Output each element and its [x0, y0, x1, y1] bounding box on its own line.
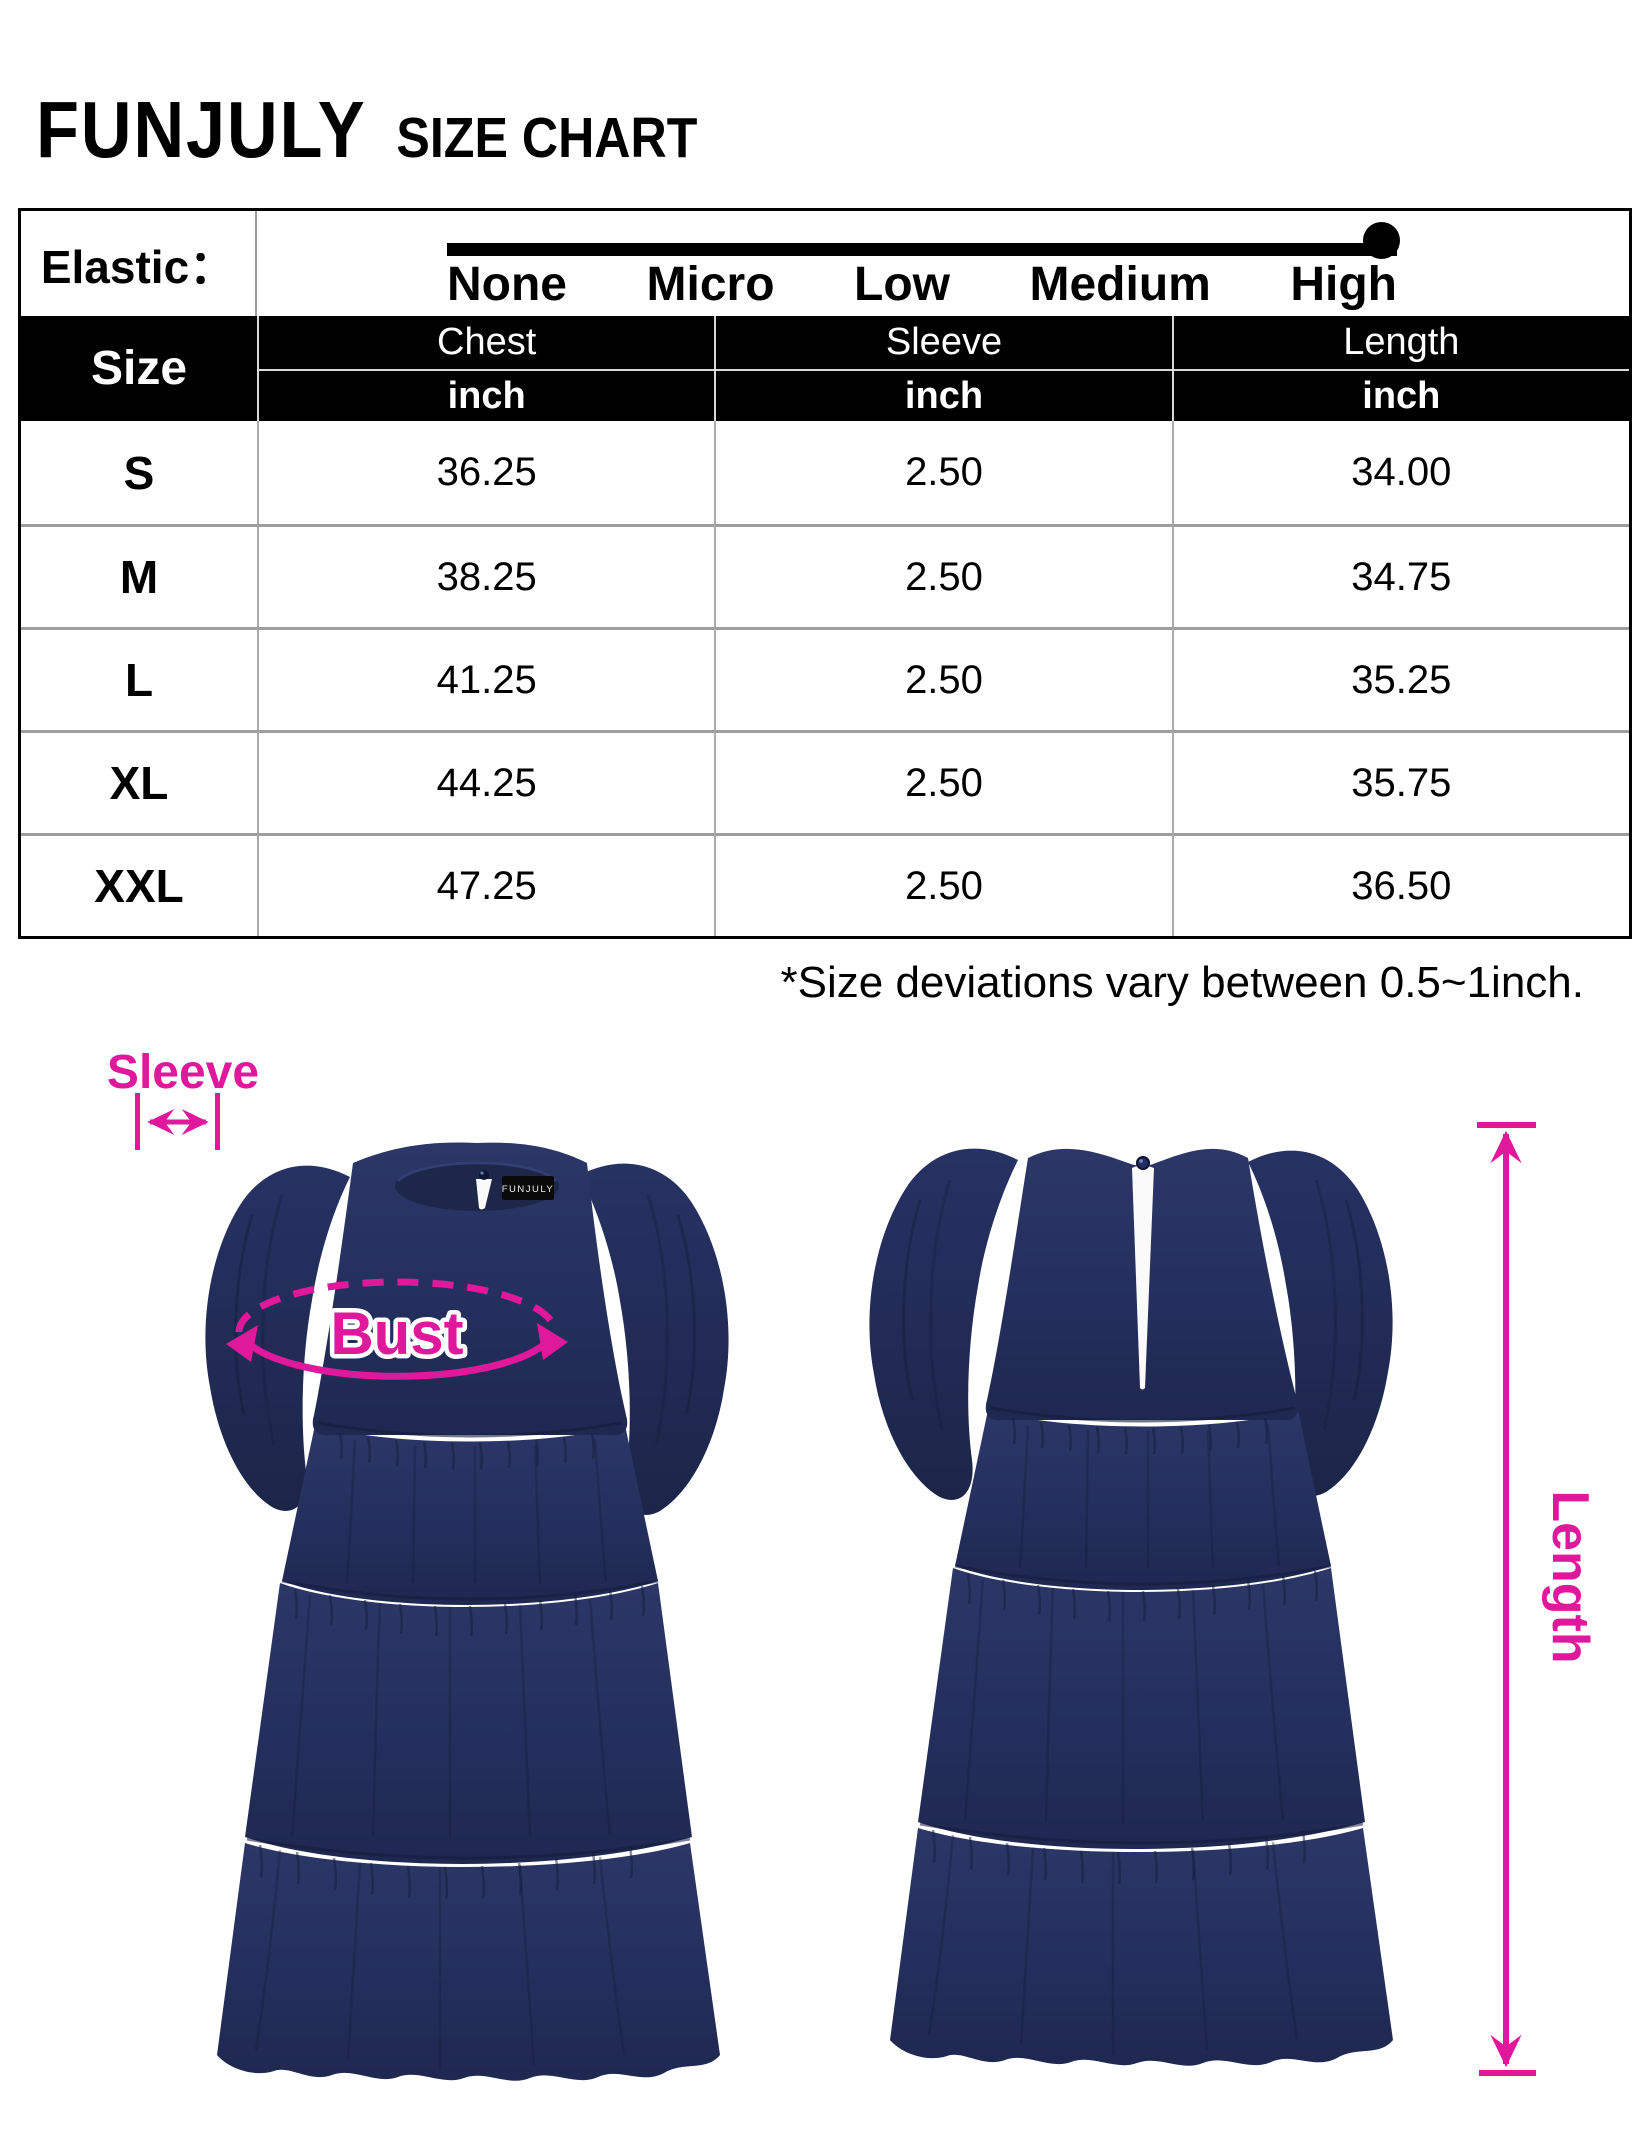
brand-name: FUNJULY — [36, 85, 367, 174]
bust-arrow-right — [537, 1323, 568, 1360]
unit-length: inch — [1171, 369, 1629, 421]
back-keyhole-slit — [1132, 1165, 1154, 1390]
table-row-size: M — [21, 524, 257, 627]
elastic-level-micro: Micro — [646, 258, 775, 311]
elastic-scale-dot-high — [1363, 222, 1400, 259]
table-row-size: L — [21, 627, 257, 730]
unit-chest: inch — [257, 369, 715, 421]
bust-ellipse-solid — [239, 1334, 555, 1380]
table-row-size: S — [123, 446, 155, 499]
elastic-label: Elastic： — [21, 211, 257, 316]
brand-tag-label: FUNJULY — [502, 1184, 555, 1195]
length-annotation: Length — [1477, 1122, 1599, 2076]
table-cell-chest: 44.25 — [257, 730, 715, 833]
column-header-chest: Chest — [257, 316, 715, 369]
brand-tag — [502, 1176, 554, 1200]
table-cell-chest: 41.25 — [257, 627, 715, 730]
table-cell-chest: 36.25 — [257, 421, 714, 524]
table-cell-chest: 47.25 — [257, 833, 715, 936]
table-cell-sleeve: 2.50 — [714, 627, 1172, 730]
table-cell-sleeve: 2.50 — [714, 833, 1172, 936]
table-cell-length: 35.25 — [1171, 627, 1629, 730]
table-row-size: XL — [21, 730, 257, 833]
size-chart-table: Elastic： None Micro Low Medium High Size… — [18, 208, 1632, 939]
elastic-levels: None Micro Low Medium High — [447, 259, 1397, 311]
sleeve-label: Sleeve — [107, 1046, 259, 1099]
table-cell-length: 35.75 — [1171, 730, 1629, 833]
table-cell-chest: 38.25 — [257, 524, 715, 627]
table-cell-sleeve: 2.50 — [714, 730, 1172, 833]
elastic-level-low: Low — [854, 258, 950, 311]
elastic-level-high: High — [1290, 258, 1397, 311]
bust-arrow-left — [226, 1325, 258, 1362]
page-title: FUNJULY SIZE CHART — [36, 84, 697, 176]
table-cell-length: 34.00 — [1171, 421, 1629, 524]
table-cell-sleeve: 2.50 — [714, 421, 1171, 524]
elastic-scale: None Micro Low Medium High — [257, 211, 1629, 316]
unit-sleeve: inch — [714, 369, 1172, 421]
column-header-size: Size — [21, 316, 257, 421]
table-cell-length: 34.75 — [1171, 524, 1629, 627]
elastic-scale-bar — [447, 243, 1397, 256]
sleeve-annotation: Sleeve — [107, 1046, 259, 1150]
column-header-length: Length — [1171, 316, 1629, 369]
dress-back-illustration — [867, 1147, 1395, 2066]
back-button — [1136, 1156, 1150, 1170]
elastic-level-medium: Medium — [1029, 258, 1211, 311]
elastic-level-none: None — [447, 258, 567, 311]
column-header-sleeve: Sleeve — [714, 316, 1172, 369]
length-label: Length — [1541, 1490, 1599, 1663]
table-cell-sleeve: 2.50 — [714, 524, 1172, 627]
size-deviation-note: *Size deviations vary between 0.5~1inch. — [780, 958, 1585, 1007]
bust-ellipse-dashed — [235, 1278, 559, 1333]
page-subtitle: SIZE CHART — [396, 106, 698, 170]
bust-label: Bust — [330, 1300, 463, 1367]
bust-annotation: Bust — [226, 1278, 568, 1380]
keyhole-opening — [476, 1179, 492, 1210]
table-cell-length: 36.50 — [1171, 833, 1629, 936]
measurement-diagram: FUNJULY Sleeve — [107, 1046, 1599, 2081]
table-row-size: XXL — [21, 833, 257, 936]
neck-button — [479, 1170, 489, 1180]
dress-front-illustration: FUNJULY — [203, 1142, 731, 2081]
